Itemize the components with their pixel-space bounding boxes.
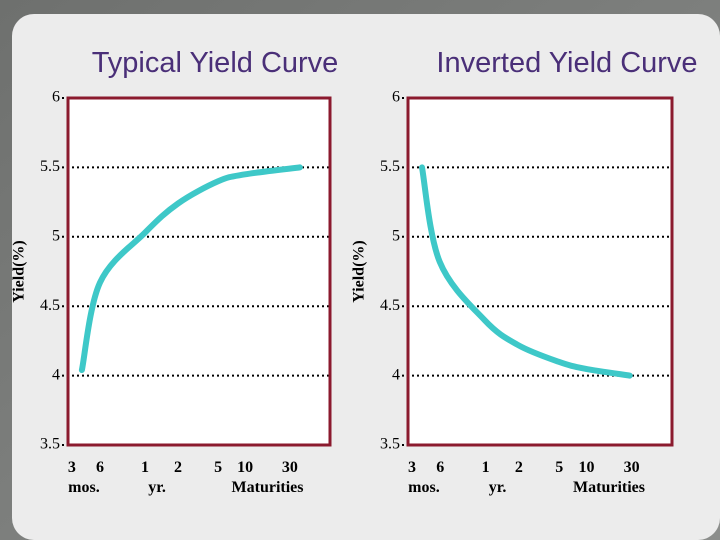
plot-area	[68, 98, 330, 445]
y-tick-label: 4.5	[380, 297, 400, 314]
y-axis-label: Yield(%)	[351, 240, 368, 303]
x-unit-label: mos.	[68, 479, 100, 496]
plot-area	[408, 98, 672, 445]
y-axis-label: Yield(%)	[11, 240, 28, 303]
x-tick-label: 10	[237, 459, 253, 476]
y-tick-label: 6	[52, 89, 60, 106]
y-tick-label: 4	[52, 366, 60, 383]
yield-curve	[78, 164, 303, 374]
x-tick-label: 6	[436, 459, 444, 476]
y-tick-label: 5	[392, 227, 400, 244]
y-tick-label: 4.5	[40, 297, 60, 314]
y-tick-label: 5.5	[380, 158, 400, 175]
x-tick-label: 10	[578, 459, 594, 476]
x-tick-label: 3	[408, 459, 416, 476]
x-tick-label: 5	[214, 459, 222, 476]
y-tick-label: 6	[392, 89, 400, 106]
x-tick-label: 3	[68, 459, 76, 476]
x-tick-label: 30	[624, 459, 640, 476]
x-tick-label: 1	[482, 459, 490, 476]
chart-title: Typical Yield Curve	[92, 47, 339, 79]
plot-frame	[66, 96, 332, 447]
y-tick-label: 5	[52, 227, 60, 244]
y-tick-label: 3.5	[380, 436, 400, 453]
x-unit-label: yr.	[489, 479, 507, 496]
x-tick-label: 6	[96, 459, 104, 476]
y-tick-label: 4	[392, 366, 400, 383]
x-axis-label: Maturities	[573, 479, 645, 496]
x-axis-label: Maturities	[232, 479, 304, 496]
x-tick-label: 30	[282, 459, 298, 476]
x-unit-label: mos.	[408, 479, 440, 496]
yield-curve	[418, 164, 633, 379]
x-tick-label: 2	[515, 459, 523, 476]
x-tick-label: 1	[141, 459, 149, 476]
x-tick-label: 5	[555, 459, 563, 476]
y-tick-label: 5.5	[40, 158, 60, 175]
chart-title: Inverted Yield Curve	[436, 47, 697, 79]
x-tick-label: 2	[174, 459, 182, 476]
plot-frame	[406, 96, 674, 447]
y-tick-label: 3.5	[40, 436, 60, 453]
x-unit-label: yr.	[148, 479, 166, 496]
